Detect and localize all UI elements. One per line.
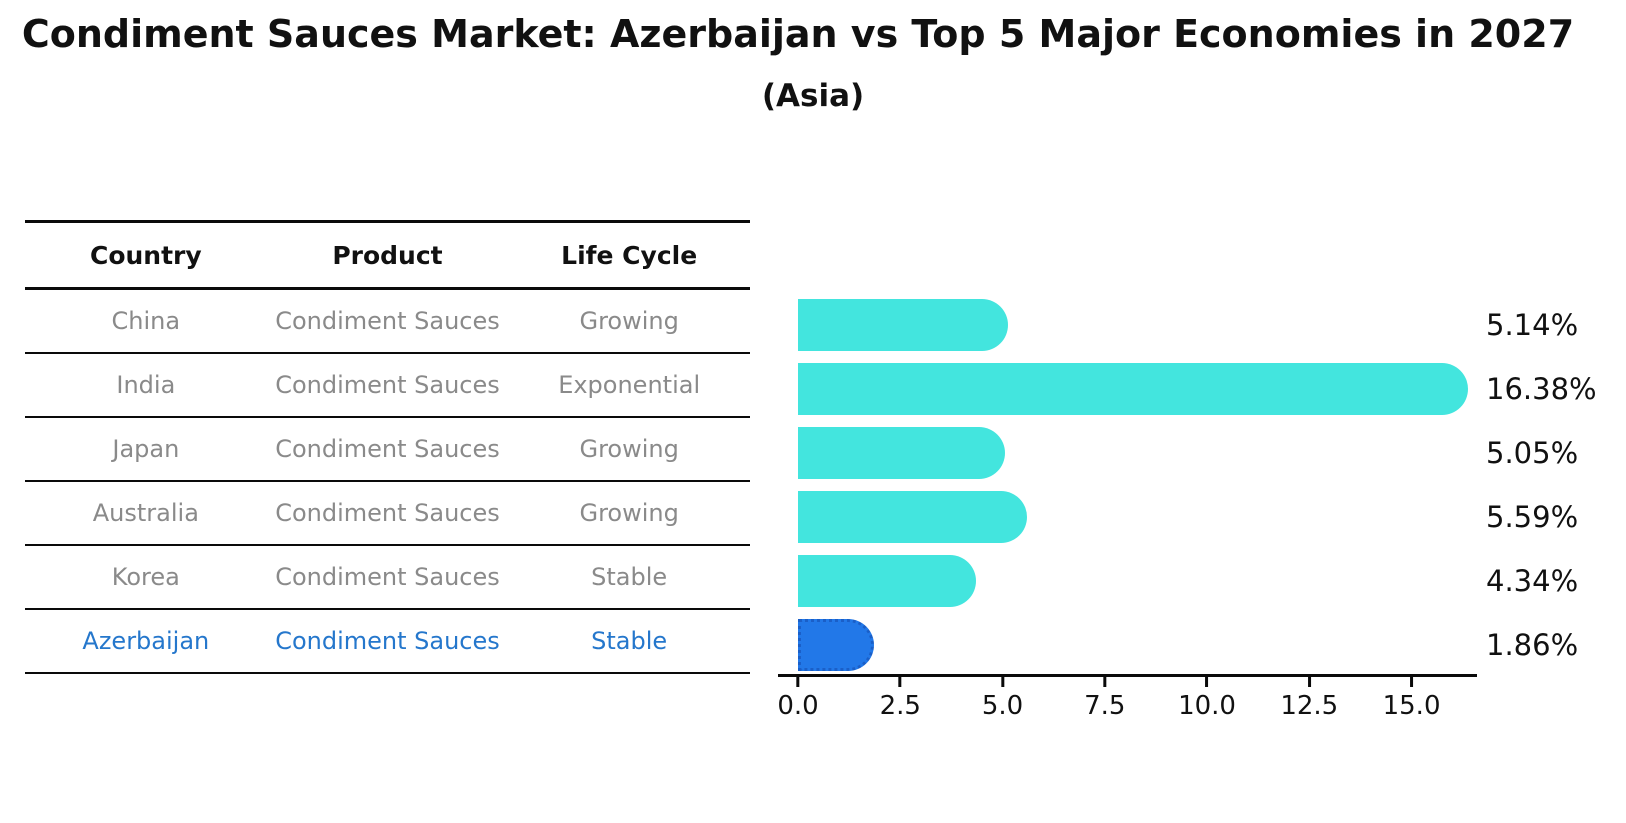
life-cycle-cell: Growing (579, 498, 679, 527)
x-axis-ticks: 0.0 2.5 5.0 7.5 10.0 12.5 15.0 (777, 677, 1477, 737)
tick-mark (1205, 677, 1209, 687)
life-cycle-cell: Exponential (558, 370, 701, 399)
bar-chart (798, 293, 1477, 677)
bar-row (798, 293, 1477, 357)
life-cycle-cell: Growing (579, 306, 679, 335)
bar-row (798, 357, 1477, 421)
bar-row (798, 485, 1477, 549)
product-cell: Condiment Sauces (275, 498, 500, 527)
bar-australia (798, 491, 1027, 543)
table-body: China Condiment Sauces Growing India Con… (25, 289, 750, 673)
x-tick: 12.5 (1280, 677, 1338, 721)
table-row-india: India Condiment Sauces Exponential (25, 353, 750, 417)
value-label-korea: 4.34% (1486, 564, 1579, 598)
x-tick: 15.0 (1382, 677, 1441, 721)
bar-azerbaijan (798, 619, 875, 671)
x-tick: 0.0 (777, 677, 819, 721)
x-tick: 10.0 (1178, 677, 1236, 721)
chart-subtitle: (Asia) (761, 78, 865, 114)
table-row-japan: Japan Condiment Sauces Growing (25, 417, 750, 481)
product-cell: Condiment Sauces (275, 434, 500, 463)
col-header-life-cycle: Life Cycle (561, 240, 698, 270)
value-label-japan: 5.05% (1486, 436, 1579, 470)
life-cycle-cell: Growing (579, 434, 679, 463)
x-tick: 7.5 (1084, 677, 1125, 721)
x-axis-line (778, 674, 1477, 677)
x-tick: 2.5 (880, 677, 921, 721)
table-header-row: Country Product Life Cycle (25, 221, 750, 289)
tick-mark (1307, 677, 1311, 687)
table-row-korea: Korea Condiment Sauces Stable (25, 545, 750, 609)
bar-korea (798, 555, 976, 607)
table-row-china: China Condiment Sauces Growing (25, 289, 750, 353)
tick-label: 10.0 (1178, 691, 1236, 721)
col-header-product: Product (332, 240, 443, 270)
country-cell: Korea (111, 562, 180, 591)
tick-mark (1410, 677, 1414, 687)
life-cycle-cell: Stable (591, 626, 668, 655)
table-row-azerbaijan: Azerbaijan Condiment Sauces Stable (25, 609, 750, 673)
value-label-azerbaijan: 1.86% (1486, 628, 1579, 662)
tick-label: 5.0 (981, 691, 1024, 721)
col-header-country: Country (89, 240, 202, 270)
tick-label: 12.5 (1280, 691, 1339, 721)
tick-label: 15.0 (1382, 691, 1441, 721)
product-cell: Condiment Sauces (275, 306, 500, 335)
product-cell: Condiment Sauces (275, 626, 500, 655)
bar-row (798, 421, 1477, 485)
country-cell: Japan (112, 434, 180, 463)
value-label-china: 5.14% (1486, 308, 1579, 342)
country-cell: China (111, 306, 181, 335)
country-cell: Australia (92, 498, 199, 527)
comparison-table: Country Product Life Cycle China Condime… (25, 220, 750, 674)
tick-label: 0.0 (777, 691, 819, 721)
chart-title: Condiment Sauces Market: Azerbaijan vs T… (21, 12, 1575, 56)
country-cell: India (116, 370, 176, 399)
tick-mark (1001, 677, 1005, 687)
life-cycle-cell: Stable (591, 562, 668, 591)
country-cell: Azerbaijan (82, 626, 210, 655)
tick-label: 2.5 (879, 691, 921, 721)
table-row-australia: Australia Condiment Sauces Growing (25, 481, 750, 545)
bar-china (798, 299, 1009, 351)
x-tick: 5.0 (982, 677, 1023, 721)
bar-row (798, 549, 1477, 613)
bar-india (798, 363, 1468, 415)
product-cell: Condiment Sauces (275, 562, 500, 591)
tick-label: 7.5 (1084, 691, 1126, 721)
table-header: Country Product Life Cycle (25, 221, 750, 289)
bar-japan (798, 427, 1005, 479)
tick-mark (796, 677, 800, 687)
bar-value-labels: 5.14% 16.38% 5.05% 5.59% 4.34% 1.86% (1486, 293, 1626, 677)
bar-row (798, 613, 1477, 677)
tick-mark (898, 677, 902, 687)
product-cell: Condiment Sauces (275, 370, 500, 399)
value-label-india: 16.38% (1486, 372, 1597, 406)
tick-mark (1103, 677, 1107, 687)
value-label-australia: 5.59% (1486, 500, 1579, 534)
